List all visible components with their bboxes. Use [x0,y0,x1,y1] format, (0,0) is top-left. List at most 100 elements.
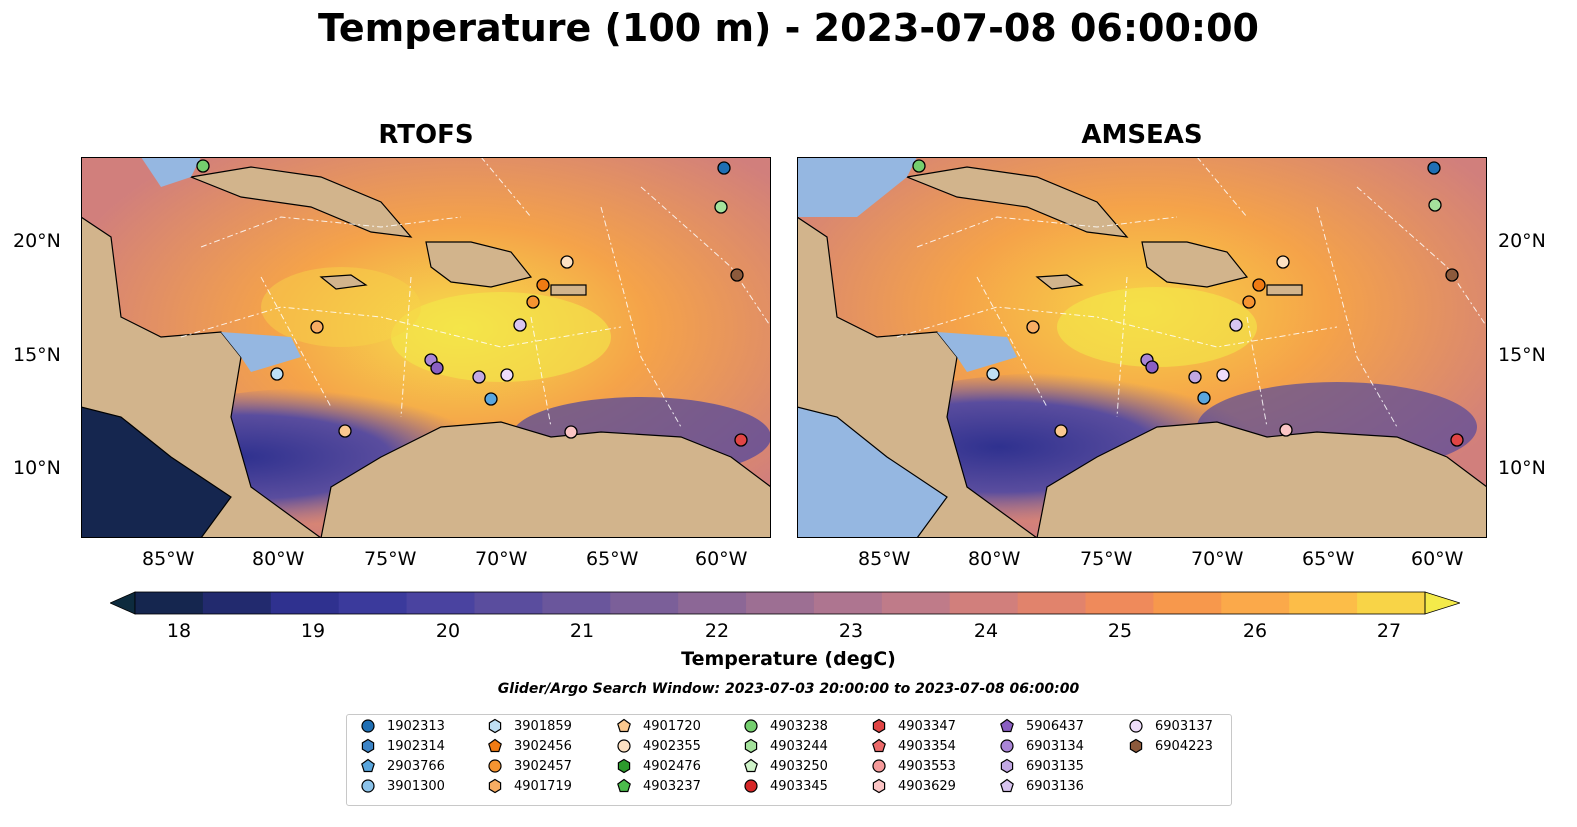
pentagon-marker-icon [872,738,886,753]
legend-item-label: 6903134 [1026,738,1084,754]
land-central-america [797,216,1039,538]
legend-item-label: 5906437 [1026,718,1084,734]
shelf-bahamas [141,157,201,187]
pacific-ocean [81,407,231,538]
legend-item-label: 4902355 [643,738,701,754]
colorbar-segment [1289,592,1358,614]
warm-core [391,292,611,382]
lon-tick-rtofs-80: 80°W [252,548,305,570]
legend-item-label: 6903135 [1026,758,1084,774]
legend-item: 3901859 [486,716,572,736]
land-cuba [188,166,413,238]
colorbar-segment [746,592,815,614]
lon-tick-amseas-65: 65°W [1302,548,1355,570]
legend-item-label: 6903136 [1026,778,1084,794]
legend-item-label: 4901719 [514,778,572,794]
legend-item: 6903136 [998,776,1084,796]
colorbar-tick-22: 22 [704,620,730,642]
lat-tick-right-10: 10°N [1498,457,1546,479]
hexagon-marker-icon [361,738,375,754]
legend-item: 4903553 [870,756,956,776]
legend-item-label: 6904223 [1155,738,1213,754]
map-rtofs [81,157,771,538]
legend-item: 1902314 [359,736,445,756]
legend-item-label: 4903237 [643,778,701,794]
circle-marker-icon [744,719,758,733]
land-puerto-rico [550,284,587,296]
legend-item: 6903137 [1127,716,1213,736]
land-jamaica [319,274,368,290]
land-puerto-rico [1266,284,1303,296]
lon-tick-rtofs-60: 60°W [695,548,748,570]
colorbar-tick-20: 20 [435,620,461,642]
pentagon-marker-icon [1000,778,1014,793]
legend-item: 4903244 [742,736,828,756]
circle-marker-icon [361,779,375,793]
pentagon-marker-icon [744,758,758,773]
colorbar-tick-26: 26 [1242,620,1268,642]
circle-marker-icon [488,759,502,773]
lon-tick-amseas-70: 70°W [1191,548,1244,570]
lon-tick-rtofs-85: 85°W [142,548,195,570]
legend-item-label: 4902476 [643,758,701,774]
legend-item: 4903237 [615,776,701,796]
colorbar-segment [1357,592,1426,614]
map-frame-rtofs [81,157,771,538]
colorbar-segment [135,592,204,614]
legend-item: 6903135 [998,756,1084,776]
lon-tick-amseas-80: 80°W [968,548,1021,570]
colorbar-segment [338,592,408,614]
pacific-ocean [797,407,947,538]
lon-tick-amseas-75: 75°W [1080,548,1133,570]
colorbar-segment [1017,592,1087,614]
colorbar [110,591,1460,615]
colorbar-segment [474,592,543,614]
lat-tick-right-15: 15°N [1498,344,1546,366]
legend-item-label: 2903766 [387,758,445,774]
legend-item: 2903766 [359,756,445,776]
legend-item: 4903238 [742,716,828,736]
legend-item-label: 3902456 [514,738,572,754]
lat-tick-left-10: 10°N [13,457,61,479]
legend-item: 6904223 [1127,736,1213,756]
colorbar-segment [406,592,475,614]
lon-tick-rtofs-70: 70°W [475,548,528,570]
legend-item-label: 3901859 [514,718,572,734]
hexagon-marker-icon [617,758,631,774]
circle-marker-icon [1000,739,1014,753]
shelf-honduras [221,332,301,372]
colorbar-segment [270,592,340,614]
lat-tick-right-20: 20°N [1498,230,1546,252]
warm-core-west [261,267,421,347]
hexagon-marker-icon [1129,738,1143,754]
lat-tick-left-15: 15°N [13,344,61,366]
legend-item-label: 4903345 [770,778,828,794]
legend-item: 5906437 [998,716,1084,736]
pentagon-marker-icon [617,718,631,733]
hexagon-marker-icon [1000,758,1014,774]
lat-tick-left-20: 20°N [13,230,61,252]
legend-item-label: 4903629 [898,778,956,794]
platform-markers [196,159,748,447]
legend-item-label: 4901720 [643,718,701,734]
colorbar-segment [1085,592,1154,614]
lon-tick-rtofs-65: 65°W [586,548,639,570]
legend-item: 4902355 [615,736,701,756]
map-amseas [797,157,1487,538]
search-window-text: Glider/Argo Search Window: 2023-07-03 20… [497,681,1080,697]
map-frame-amseas [797,157,1487,538]
legend: 1902313 1902314 2903766 3901300 3901859 39024… [346,714,1232,806]
colorbar-tick-21: 21 [569,620,595,642]
legend-item: 4903250 [742,756,828,776]
colorbar-extend-min [110,591,136,615]
colorbar-segment [881,592,951,614]
legend-item-label: 4903244 [770,738,828,754]
colorbar-border [134,591,1426,615]
hexagon-marker-icon [744,738,758,754]
legend-item: 6903134 [998,736,1084,756]
colorbar-segment [542,592,611,614]
colorbar-segment [202,592,272,614]
hexagon-marker-icon [872,778,886,794]
land-cuba [904,166,1129,238]
pentagon-marker-icon [488,738,502,753]
